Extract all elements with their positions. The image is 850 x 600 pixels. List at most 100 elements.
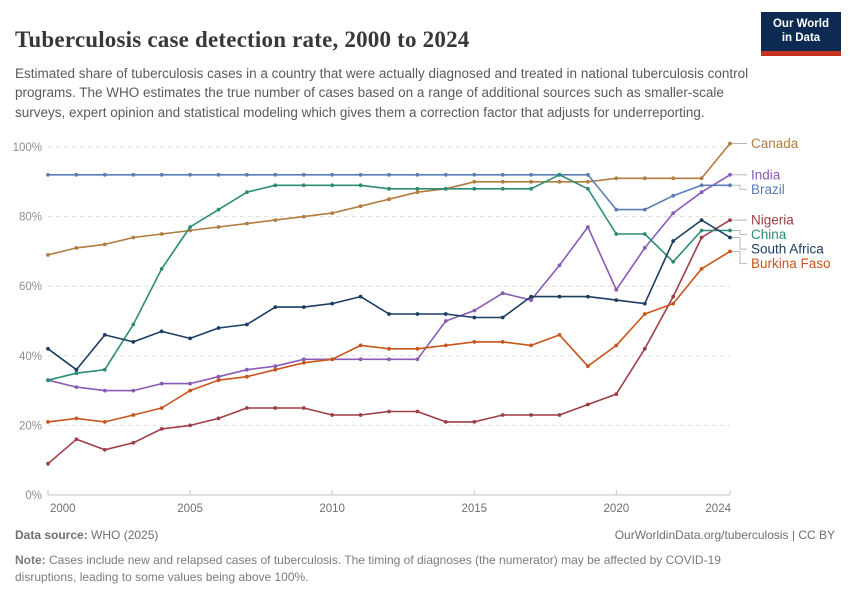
data-point-south-africa-2015 xyxy=(472,315,477,320)
data-point-nigeria-2006 xyxy=(216,416,221,421)
data-point-brazil-2020 xyxy=(614,207,619,212)
data-point-canada-2012 xyxy=(387,197,391,202)
data-source-value: WHO (2025) xyxy=(91,528,159,542)
data-point-china-2001 xyxy=(74,371,79,376)
data-point-brazil-2014 xyxy=(443,172,448,177)
data-point-china-2002 xyxy=(102,367,107,372)
data-point-china-2024 xyxy=(728,228,732,233)
data-point-south-africa-2007 xyxy=(245,322,249,327)
data-point-brazil-2010 xyxy=(330,172,335,177)
data-point-canada-2018 xyxy=(557,179,562,184)
data-point-brazil-2012 xyxy=(387,172,391,177)
x-axis-label-2024: 2024 xyxy=(705,503,731,515)
legend-label-south-africa[interactable]: South Africa xyxy=(751,242,824,257)
data-point-burkina-faso-2002 xyxy=(102,420,107,424)
data-point-china-2015 xyxy=(472,186,477,191)
legend-label-china[interactable]: China xyxy=(751,227,787,242)
legend-label-nigeria[interactable]: Nigeria xyxy=(751,213,794,228)
data-point-nigeria-2007 xyxy=(245,406,249,410)
data-point-nigeria-2014 xyxy=(443,420,448,424)
data-point-canada-2000 xyxy=(46,253,50,257)
owid-logo[interactable]: Our World in Data xyxy=(761,12,841,56)
legend-label-canada[interactable]: Canada xyxy=(751,136,799,151)
data-point-south-africa-2005 xyxy=(188,336,193,341)
data-point-burkina-faso-2004 xyxy=(159,406,164,410)
data-point-canada-2002 xyxy=(102,242,107,247)
data-point-canada-2008 xyxy=(273,218,278,223)
attribution-link[interactable]: OurWorldinData.org/tuberculosis | CC BY xyxy=(614,528,835,542)
data-point-brazil-2001 xyxy=(74,172,79,177)
data-point-canada-2022 xyxy=(671,176,676,181)
data-point-south-africa-2009 xyxy=(301,305,306,309)
series-line-burkina-faso[interactable] xyxy=(47,250,731,423)
data-point-south-africa-2006 xyxy=(216,326,221,330)
x-axis-label-2015: 2015 xyxy=(461,503,487,515)
legend-connector-china xyxy=(732,230,747,236)
data-point-nigeria-2015 xyxy=(472,420,477,424)
data-point-nigeria-2010 xyxy=(330,413,335,417)
data-point-canada-2001 xyxy=(74,246,79,250)
data-point-brazil-2000 xyxy=(46,172,50,177)
x-axis-label-2010: 2010 xyxy=(319,503,345,515)
data-point-nigeria-2022 xyxy=(671,294,676,299)
data-point-china-2003 xyxy=(131,322,136,327)
data-point-burkina-faso-2014 xyxy=(443,343,448,348)
data-point-china-2022 xyxy=(671,259,676,264)
data-point-burkina-faso-2010 xyxy=(330,357,335,362)
data-point-india-2020 xyxy=(614,287,619,292)
series-line-nigeria[interactable] xyxy=(47,219,731,465)
data-point-burkina-faso-2006 xyxy=(216,378,221,383)
data-point-brazil-2004 xyxy=(159,172,164,177)
data-point-nigeria-2002 xyxy=(102,447,107,452)
data-point-china-2017 xyxy=(529,186,533,191)
data-point-burkina-faso-2023 xyxy=(699,266,704,271)
data-point-china-2013 xyxy=(415,186,420,191)
chart-subtitle: Estimated share of tuberculosis cases in… xyxy=(15,65,749,120)
data-point-china-2018 xyxy=(557,172,562,177)
data-point-canada-2016 xyxy=(500,179,505,184)
data-point-india-2008 xyxy=(273,364,278,369)
legend-label-india[interactable]: India xyxy=(751,167,781,182)
data-point-brazil-2013 xyxy=(415,172,420,177)
data-point-brazil-2016 xyxy=(500,172,505,177)
data-point-south-africa-2008 xyxy=(273,305,278,309)
data-point-brazil-2019 xyxy=(586,172,590,177)
data-point-nigeria-2001 xyxy=(74,437,79,442)
data-point-burkina-faso-2015 xyxy=(472,340,477,344)
data-point-nigeria-2021 xyxy=(642,346,647,351)
data-point-burkina-faso-2007 xyxy=(245,374,249,379)
data-point-brazil-2021 xyxy=(642,207,647,212)
data-point-south-africa-2016 xyxy=(500,315,505,320)
data-point-south-africa-2024 xyxy=(728,235,732,240)
legend-label-brazil[interactable]: Brazil xyxy=(751,182,785,197)
data-point-south-africa-2021 xyxy=(642,301,647,306)
data-point-nigeria-2016 xyxy=(500,413,505,417)
data-point-south-africa-2013 xyxy=(415,312,420,316)
data-point-nigeria-2020 xyxy=(614,392,619,396)
data-point-south-africa-2019 xyxy=(586,294,590,299)
data-point-china-2000 xyxy=(46,378,50,383)
legend-label-burkina-faso[interactable]: Burkina Faso xyxy=(751,256,831,271)
data-point-brazil-2003 xyxy=(131,172,136,177)
data-point-india-2018 xyxy=(557,263,562,268)
data-point-india-2006 xyxy=(216,374,221,379)
footnote: Note: Cases include new and relapsed cas… xyxy=(15,552,781,586)
y-axis-label-60: 60% xyxy=(19,281,42,293)
data-point-brazil-2007 xyxy=(245,172,249,177)
data-point-china-2023 xyxy=(699,228,704,233)
data-point-china-2014 xyxy=(443,186,448,191)
data-point-burkina-faso-2011 xyxy=(358,343,363,348)
data-source-row: Data source: WHO (2025) OurWorldinData.o… xyxy=(15,528,835,544)
data-point-burkina-faso-2016 xyxy=(500,340,505,344)
data-point-south-africa-2020 xyxy=(614,298,619,302)
data-point-burkina-faso-2008 xyxy=(273,367,278,372)
series-line-brazil[interactable] xyxy=(47,174,731,211)
data-point-india-2016 xyxy=(500,291,505,296)
data-point-brazil-2005 xyxy=(188,172,193,177)
data-point-south-africa-2011 xyxy=(358,294,363,299)
data-point-south-africa-2000 xyxy=(46,346,50,351)
data-point-canada-2019 xyxy=(586,179,590,184)
data-point-nigeria-2023 xyxy=(699,235,704,240)
footnote-label: Note: xyxy=(15,553,46,567)
legend-connector-brazil xyxy=(732,184,747,190)
